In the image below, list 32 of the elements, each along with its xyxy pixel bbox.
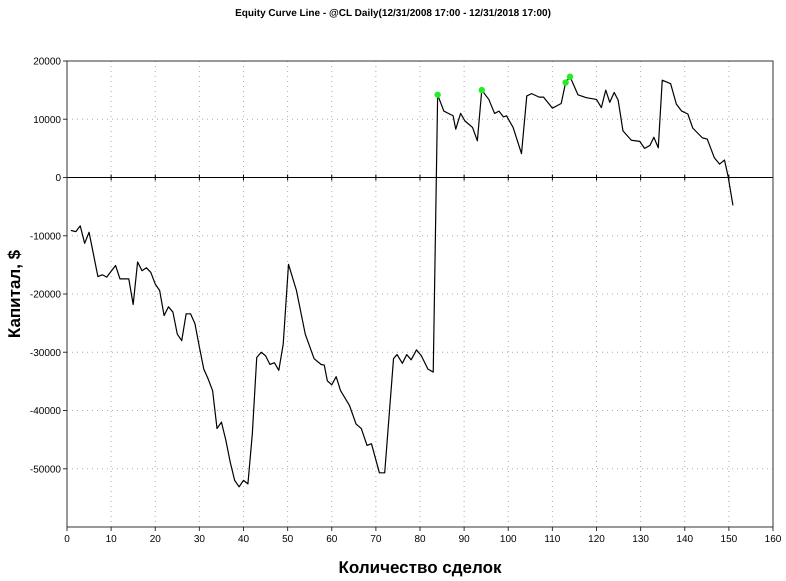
- x-axis-title: Количество сделок: [338, 558, 502, 577]
- y-tick-label: -30000: [30, 348, 62, 359]
- point: [566, 74, 574, 80]
- x-tick-label: 120: [588, 534, 606, 545]
- y-axis-title: Капитал, $: [5, 249, 24, 338]
- y-tick-label: -20000: [30, 290, 62, 300]
- x-tick-label: 60: [326, 534, 338, 545]
- x-tick-label: 110: [544, 534, 561, 545]
- x-tick-label: 90: [458, 534, 470, 545]
- x-tick-label: 70: [370, 534, 382, 545]
- x-tick-label: 40: [238, 534, 250, 545]
- y-tick-label: 0: [55, 173, 62, 184]
- point: [478, 86, 485, 94]
- y-tick-label: 20000: [33, 56, 62, 68]
- x-tick-label: 0: [64, 534, 70, 545]
- y-tick-label: -50000: [30, 464, 62, 476]
- x-tick-label: 30: [194, 534, 206, 545]
- x-tick-label: 50: [282, 534, 294, 545]
- x-tick-label: 80: [414, 534, 426, 545]
- point: [434, 92, 441, 98]
- x-tick-label: 150: [720, 534, 738, 545]
- x-tick-label: 140: [676, 534, 694, 545]
- y-tick-label: -10000: [30, 231, 62, 242]
- x-tick-label: 100: [500, 534, 518, 545]
- y-tick-label: 10000: [33, 114, 62, 126]
- chart-title: Equity Curve Line - @CL Daily(12/31/2008 17:00 - 12/31/2018 17:00): [235, 8, 551, 19]
- x-tick-label: 160: [764, 534, 782, 545]
- point: [562, 79, 569, 86]
- y-tick-label: -40000: [30, 406, 62, 417]
- x-tick-label: 10: [106, 534, 118, 545]
- x-tick-label: 20: [150, 534, 162, 545]
- x-tick-label: 130: [632, 534, 650, 545]
